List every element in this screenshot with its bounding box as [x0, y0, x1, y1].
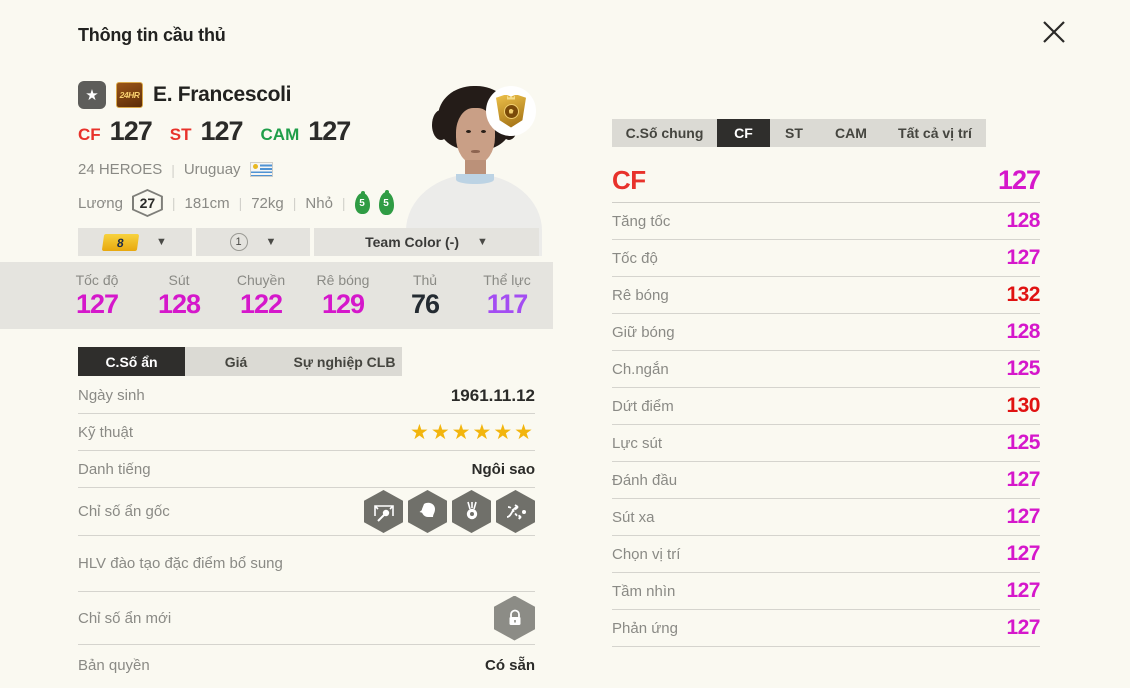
- summary-stat: Chuyền 122: [236, 271, 286, 319]
- weight-value: 72kg: [251, 194, 284, 212]
- detail-overall: 127: [997, 164, 1041, 195]
- lock-icon: [494, 595, 535, 641]
- page-title: Thông tin cầu thủ: [78, 25, 226, 45]
- position-value: 127: [109, 116, 153, 146]
- nation-name: Uruguay: [183, 161, 241, 178]
- close-icon: [1043, 21, 1065, 43]
- summary-stat: Thể lực 117: [483, 271, 531, 319]
- stat-row: Ch.ngắn 125: [612, 351, 1040, 388]
- right-tab-bar: C.Số chung CF ST CAM Tất cả vị trí: [612, 119, 986, 147]
- uruguay-flag-icon: [249, 162, 273, 177]
- left-tab-bar: C.Số ẩn Giá Sự nghiệp CLB: [78, 347, 402, 376]
- chevron-down-icon: ▼: [265, 236, 277, 248]
- position-label: CAM: [260, 125, 300, 144]
- position-ratings: CF 127 ST 127 CAM 127: [78, 116, 359, 147]
- player-name: E. Francescoli: [153, 83, 292, 106]
- gold-shield-icon: [496, 94, 526, 128]
- attributes-row: Lương 27 | 181cm | 72kg | Nhỏ | 5 5: [78, 189, 394, 217]
- filter-bar: 8 ▼ 1 ▼ Team Color (-) ▼: [78, 228, 539, 256]
- team-color-label: Team Color (-): [365, 234, 459, 250]
- height-value: 181cm: [184, 194, 230, 212]
- grade-dropdown[interactable]: 8 ▼: [78, 228, 192, 256]
- boot-icon: 5: [378, 189, 394, 215]
- detail-position: CF: [612, 164, 646, 195]
- hidden-trait-icons: [364, 490, 535, 533]
- salary-label: Lương: [78, 194, 123, 212]
- count-circle: 1: [229, 233, 248, 251]
- position-label: CF: [78, 125, 101, 144]
- detail-stats-list: Tăng tốc 128 Tốc độ 127 Rê bóng 132 Giữ …: [612, 203, 1040, 647]
- chevron-down-icon: ▼: [476, 236, 488, 248]
- row-license: Bản quyền Có sẵn: [78, 656, 535, 674]
- grade-tag: 8: [101, 233, 140, 251]
- stat-row: Giữ bóng 128: [612, 314, 1040, 351]
- chevron-down-icon: ▼: [156, 236, 167, 248]
- summary-stat: Sút 128: [157, 271, 201, 319]
- medal-icon: [452, 490, 491, 533]
- salary-value: 27: [139, 195, 156, 211]
- stat-row: Rê bóng 132: [612, 277, 1040, 314]
- row-hidden-original: Chỉ số ẩn gốc: [78, 488, 535, 536]
- stat-row: Phản ứng 127: [612, 610, 1040, 647]
- salary-hexagon: 27: [131, 189, 163, 217]
- team-nation-row: 24 HEROES | Uruguay: [78, 161, 273, 178]
- stat-row: Tốc độ 127: [612, 240, 1040, 277]
- row-hidden-new: Chỉ số ẩn mới: [78, 592, 535, 645]
- team-color-dropdown[interactable]: Team Color (-) ▼: [314, 228, 539, 256]
- stat-row: Sút xa 127: [612, 499, 1040, 536]
- tab-cam[interactable]: CAM: [835, 125, 867, 141]
- row-skill-moves: Kỹ thuật ★★★★★★: [78, 414, 535, 451]
- tab-club-career[interactable]: Sự nghiệp CLB: [293, 353, 396, 370]
- tab-hidden-stats[interactable]: C.Số ẩn: [78, 347, 185, 376]
- season-24hr-badge: 24HR: [116, 82, 143, 108]
- flair-head-icon: [408, 490, 447, 533]
- info-rows: Ngày sinh 1961.11.12 Kỹ thuật ★★★★★★ Dan…: [78, 378, 535, 685]
- row-fame: Danh tiếng Ngôi sao: [78, 451, 535, 488]
- stat-row: Tầm nhìn 127: [612, 573, 1040, 610]
- club-crest-badge: [486, 86, 536, 136]
- tab-cf[interactable]: CF: [717, 119, 770, 147]
- stat-row: Đánh đầu 127: [612, 462, 1040, 499]
- tab-price[interactable]: Giá: [224, 353, 248, 370]
- stat-row: Lực sút 125: [612, 425, 1040, 462]
- row-coach-traits: HLV đào tạo đặc điểm bổ sung: [78, 536, 535, 592]
- star-badge-icon: ★: [78, 81, 106, 109]
- summary-stats-band: Tốc độ 127 Sút 128 Chuyền 122 Rê bóng 12…: [0, 262, 553, 329]
- tab-st[interactable]: ST: [785, 125, 803, 141]
- summary-stat: Tốc độ 127: [75, 271, 119, 319]
- finesse-shot-icon: [364, 490, 403, 533]
- boot-icon: 5: [354, 190, 370, 214]
- row-birth-date: Ngày sinh 1961.11.12: [78, 378, 535, 414]
- position-value: 127: [308, 116, 351, 146]
- stat-row: Dứt điểm 130: [612, 388, 1040, 425]
- stat-row: Tăng tốc 128: [612, 203, 1040, 240]
- tab-general-stats[interactable]: C.Số chung: [625, 125, 704, 141]
- player-name-row: ★ 24HR E. Francescoli: [78, 81, 292, 109]
- summary-stat: Thủ 76: [410, 271, 440, 319]
- tab-all-positions[interactable]: Tất cả vị trí: [898, 125, 972, 141]
- summary-stat: Rê bóng 129: [316, 271, 370, 319]
- team-class: 24 HEROES: [78, 161, 163, 178]
- count-dropdown[interactable]: 1 ▼: [196, 228, 310, 256]
- skill-stars: ★★★★★★: [410, 420, 535, 444]
- position-value: 127: [200, 116, 243, 146]
- position-label: ST: [169, 125, 192, 144]
- body-type: Nhỏ: [305, 194, 333, 212]
- close-button[interactable]: [1034, 12, 1074, 52]
- detail-position-header: CF 127: [612, 158, 1041, 203]
- skill-dribble-icon: [496, 490, 535, 533]
- stat-row: Chọn vị trí 127: [612, 536, 1040, 573]
